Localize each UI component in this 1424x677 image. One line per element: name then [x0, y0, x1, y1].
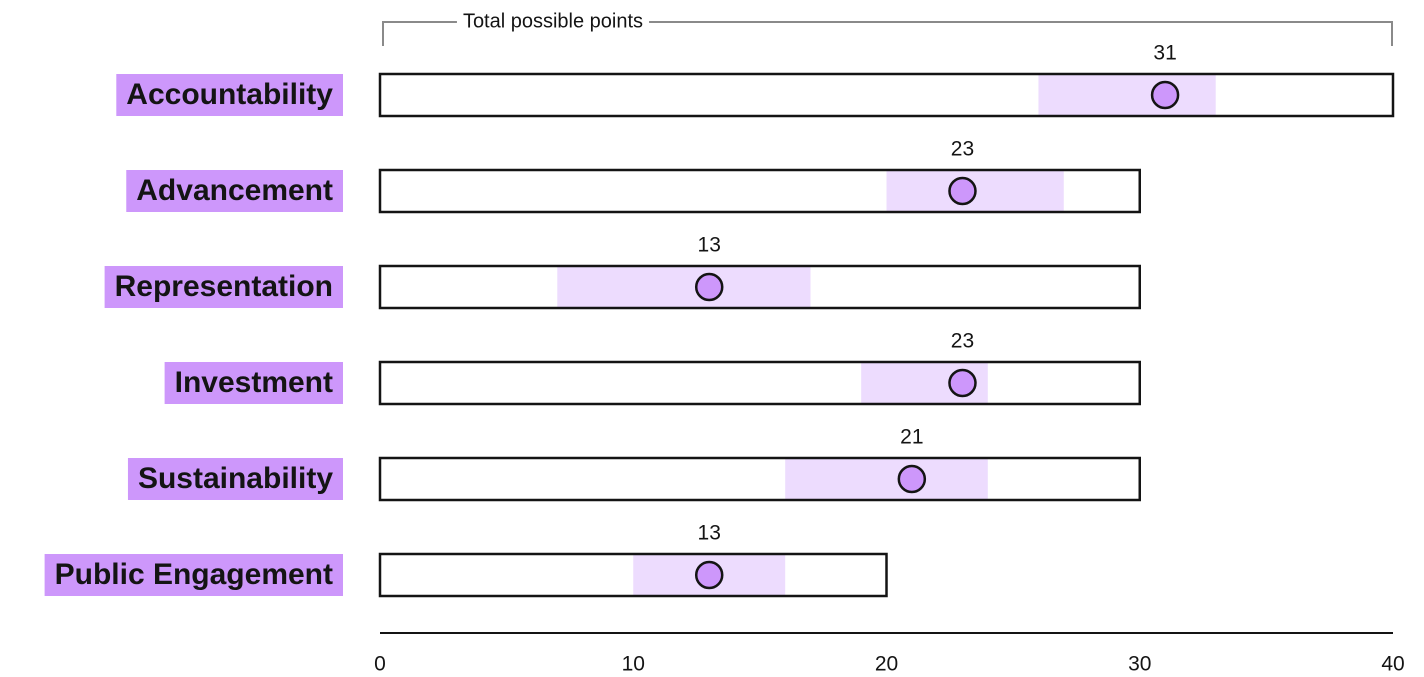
- category-label-bg: [104, 266, 343, 308]
- x-axis: 0 10 20 30 40: [374, 632, 1405, 676]
- row-investment: Investment 23: [164, 330, 1141, 406]
- category-label-bg: [126, 170, 343, 212]
- x-tick-label: 30: [1128, 653, 1151, 676]
- bracket-right-line: [649, 21, 1393, 46]
- bracket-left-line: [382, 21, 457, 46]
- x-tick-label: 20: [875, 653, 898, 676]
- row-accountability: Accountability 31: [116, 42, 1395, 118]
- x-tick-label: 10: [622, 653, 645, 676]
- value-label: 21: [900, 426, 923, 449]
- row-advancement: Advancement 23: [126, 138, 1141, 214]
- value-label: 31: [1153, 42, 1176, 65]
- category-label-bg: [127, 458, 343, 500]
- bracket-label: Total possible points: [463, 10, 643, 32]
- score-dot: [694, 560, 724, 590]
- range-band: [557, 266, 811, 308]
- category-label: Advancement: [136, 174, 333, 207]
- range-band: [785, 458, 988, 500]
- value-label: 13: [698, 522, 721, 545]
- x-tick-label: 0: [374, 653, 386, 676]
- category-label-bg: [44, 554, 343, 596]
- max-points-bar: [378, 552, 888, 598]
- max-points-bar: [378, 72, 1395, 118]
- max-points-bar: [378, 264, 1141, 310]
- score-dot: [948, 176, 977, 206]
- category-label: Accountability: [126, 78, 333, 111]
- row-sustainability: Sustainability 21: [127, 426, 1141, 502]
- score-dot: [897, 464, 927, 494]
- value-label: 13: [698, 234, 721, 257]
- chart-rows: Accountability 31 Advancement 23 Representat…: [44, 42, 1395, 598]
- score-dot: [694, 272, 724, 302]
- total-points-bracket: Total possible points: [382, 10, 1393, 46]
- category-label: Public Engagement: [55, 558, 333, 591]
- x-tick-label: 40: [1381, 653, 1404, 676]
- category-label: Representation: [115, 270, 333, 303]
- row-public-engagement: Public Engagement 13: [44, 522, 888, 598]
- range-band: [1038, 74, 1216, 116]
- row-representation: Representation 13: [104, 234, 1141, 310]
- max-points-bar: [378, 168, 1141, 214]
- max-points-bar: [378, 456, 1141, 502]
- value-label: 23: [951, 330, 974, 353]
- max-points-bar: [378, 360, 1141, 406]
- score-dot: [948, 368, 977, 398]
- category-label: Investment: [175, 366, 333, 399]
- category-label-bg: [164, 362, 343, 404]
- value-label: 23: [951, 138, 974, 161]
- score-dot: [1150, 80, 1180, 110]
- category-label-bg: [116, 74, 343, 116]
- category-label: Sustainability: [138, 462, 333, 495]
